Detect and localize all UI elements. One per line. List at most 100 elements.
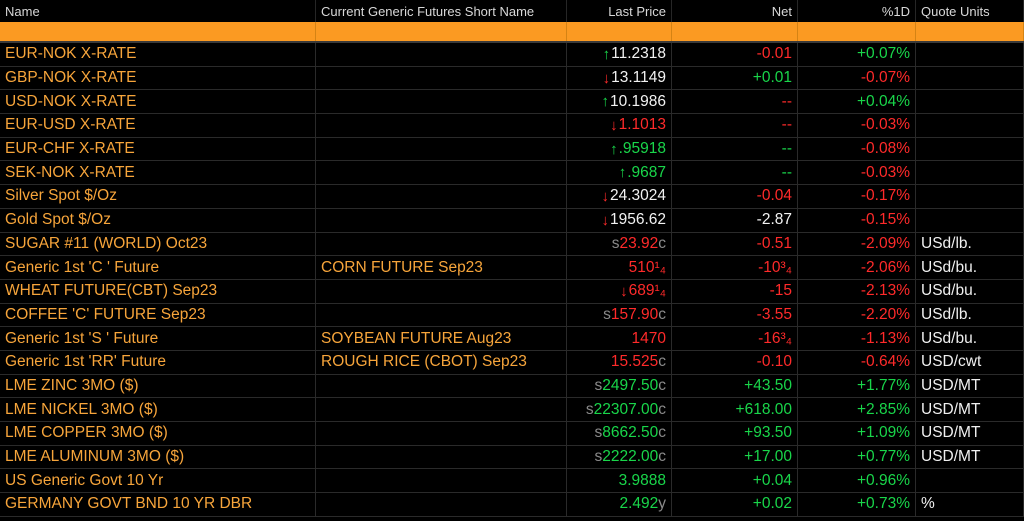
- security-name[interactable]: LME ZINC 3MO ($): [0, 374, 316, 398]
- pct-change-value: +2.85%: [798, 398, 916, 421]
- security-name[interactable]: EUR-NOK X-RATE: [0, 43, 316, 66]
- quote-units-value: USD/MT: [916, 398, 1024, 421]
- column-header-last-price[interactable]: Last Price: [567, 0, 672, 22]
- table-row[interactable]: SEK-NOK X-RATE ↑ .9687 -- -0.03%: [0, 161, 1024, 186]
- security-name[interactable]: USD-NOK X-RATE: [0, 90, 316, 114]
- filter-cell-last-price[interactable]: [567, 22, 672, 41]
- security-name[interactable]: Generic 1st 'RR' Future: [0, 350, 316, 374]
- security-name[interactable]: LME ALUMINUM 3MO ($): [0, 445, 316, 469]
- pct-change-value: +0.04%: [798, 90, 916, 114]
- net-change-value: +93.50: [672, 422, 798, 445]
- table-row[interactable]: Gold Spot $/Oz ↓ 1956.62 -2.87 -0.15%: [0, 208, 1024, 233]
- security-name[interactable]: Generic 1st 'C ' Future: [0, 256, 316, 279]
- futures-short-name: ROUGH RICE (CBOT) Sep23: [316, 350, 567, 374]
- last-price-cell: ↑ 11.2318: [567, 43, 672, 66]
- last-price-cell: ↑ .95918: [567, 137, 672, 161]
- security-name[interactable]: SEK-NOK X-RATE: [0, 161, 316, 185]
- last-price-cell: ↓ 689¹₄: [567, 279, 672, 303]
- price-source-prefix: s: [594, 448, 603, 466]
- table-row[interactable]: Generic 1st 'RR' Future ROUGH RICE (CBOT)…: [0, 350, 1024, 375]
- table-row[interactable]: EUR-CHF X-RATE ↑ .95918 -- -0.08%: [0, 137, 1024, 162]
- pct-change-value: -0.15%: [798, 208, 916, 232]
- table-row[interactable]: USD-NOK X-RATE ↑ 10.1986 -- +0.04%: [0, 90, 1024, 115]
- last-price-cell: 2.492 y: [567, 493, 672, 516]
- futures-short-name: [316, 445, 567, 469]
- table-row[interactable]: SUGAR #11 (WORLD) Oct23 s 23.92 c -0.51 -2.09…: [0, 232, 1024, 257]
- column-header-net[interactable]: Net: [672, 0, 798, 22]
- down-arrow-icon: ↓: [601, 211, 609, 229]
- last-price-value: 1.1013: [618, 116, 666, 134]
- last-price-value: .95918: [618, 140, 666, 158]
- net-change-value: +618.00: [672, 398, 798, 421]
- security-name[interactable]: US Generic Govt 10 Yr: [0, 469, 316, 493]
- table-row[interactable]: Generic 1st 'C ' Future CORN FUTURE Sep23…: [0, 256, 1024, 280]
- table-row[interactable]: GBP-NOK X-RATE ↓ 13.1149 +0.01 -0.07%: [0, 66, 1024, 91]
- security-name[interactable]: Silver Spot $/Oz: [0, 185, 316, 208]
- security-name[interactable]: SUGAR #11 (WORLD) Oct23: [0, 232, 316, 256]
- security-name[interactable]: GERMANY GOVT BND 10 YR DBR: [0, 493, 316, 516]
- column-header-short-name[interactable]: Current Generic Futures Short Name: [316, 0, 567, 22]
- up-arrow-icon: ↑: [610, 140, 618, 158]
- security-name[interactable]: Generic 1st 'S ' Future: [0, 327, 316, 350]
- security-name[interactable]: WHEAT FUTURE(CBT) Sep23: [0, 279, 316, 303]
- table-row[interactable]: LME ALUMINUM 3MO ($) s 2222.00 c +17.00 +0.77…: [0, 445, 1024, 470]
- filter-cell-pct-1d[interactable]: [798, 22, 916, 41]
- table-row[interactable]: LME NICKEL 3MO ($) s 22307.00 c +618.00 +2.85…: [0, 398, 1024, 422]
- column-header-quote-units[interactable]: Quote Units: [916, 0, 1024, 22]
- filter-cell-name[interactable]: [0, 22, 316, 41]
- last-price-value: 157.90: [610, 305, 659, 323]
- last-price-value: .9687: [627, 163, 666, 181]
- security-name[interactable]: GBP-NOK X-RATE: [0, 66, 316, 90]
- filter-cell-short-name[interactable]: [316, 22, 567, 41]
- price-source-prefix: s: [611, 234, 620, 252]
- last-price-cell: s 8662.50 c: [567, 422, 672, 445]
- security-name[interactable]: LME NICKEL 3MO ($): [0, 398, 316, 421]
- last-price-cell: s 23.92 c: [567, 232, 672, 256]
- table-row[interactable]: Silver Spot $/Oz ↓ 24.3024 -0.04 -0.17%: [0, 185, 1024, 209]
- filter-cell-quote-units[interactable]: [916, 22, 1024, 41]
- last-price-value: 15.525: [610, 353, 659, 371]
- table-row[interactable]: US Generic Govt 10 Yr 3.9888 +0.04 +0.96%: [0, 469, 1024, 494]
- net-change-value: +0.01: [672, 66, 798, 90]
- table-row[interactable]: Generic 1st 'S ' Future SOYBEAN FUTURE Au…: [0, 327, 1024, 351]
- last-price-value: 24.3024: [609, 187, 666, 205]
- table-body: EUR-NOK X-RATE ↑ 11.2318 -0.01 +0.07% GBP-NOK…: [0, 43, 1024, 517]
- table-row[interactable]: LME ZINC 3MO ($) s 2497.50 c +43.50 +1.77% USD…: [0, 374, 1024, 399]
- net-change-value: +0.04: [672, 469, 798, 493]
- pct-change-value: -2.13%: [798, 279, 916, 303]
- table-row[interactable]: EUR-NOK X-RATE ↑ 11.2318 -0.01 +0.07%: [0, 43, 1024, 67]
- last-price-cell: 3.9888: [567, 469, 672, 493]
- futures-short-name: [316, 232, 567, 256]
- net-change-value: -0.10: [672, 350, 798, 374]
- table-row[interactable]: LME COPPER 3MO ($) s 8662.50 c +93.50 +1.09% U…: [0, 422, 1024, 446]
- price-status-suffix: c: [658, 448, 666, 466]
- filter-cell-net[interactable]: [672, 22, 798, 41]
- quote-units-value: USd/bu.: [916, 327, 1024, 350]
- security-name[interactable]: Gold Spot $/Oz: [0, 208, 316, 232]
- table-row[interactable]: COFFEE 'C' FUTURE Sep23 s 157.90 c -3.55 -2.2…: [0, 303, 1024, 328]
- last-price-value: 2.492: [619, 495, 659, 513]
- security-name[interactable]: COFFEE 'C' FUTURE Sep23: [0, 303, 316, 327]
- security-name[interactable]: EUR-CHF X-RATE: [0, 137, 316, 161]
- down-arrow-icon: ↓: [601, 187, 609, 205]
- filter-bar[interactable]: [0, 22, 1024, 43]
- pct-change-value: +0.96%: [798, 469, 916, 493]
- column-header-pct-1d[interactable]: %1D: [798, 0, 916, 22]
- column-header-name[interactable]: Name: [0, 0, 316, 22]
- futures-short-name: [316, 208, 567, 232]
- table-row[interactable]: GERMANY GOVT BND 10 YR DBR 2.492 y +0.02 +0.…: [0, 493, 1024, 517]
- last-price-cell: ↑ 10.1986: [567, 90, 672, 114]
- table-row[interactable]: WHEAT FUTURE(CBT) Sep23 ↓ 689¹₄ -15 -2.13% US…: [0, 279, 1024, 304]
- security-name[interactable]: LME COPPER 3MO ($): [0, 422, 316, 445]
- price-source-prefix: s: [594, 424, 603, 442]
- pct-change-value: -0.17%: [798, 185, 916, 208]
- security-name[interactable]: EUR-USD X-RATE: [0, 114, 316, 137]
- last-price-cell: 510¹₄: [567, 256, 672, 279]
- net-change-value: -16³₄: [672, 327, 798, 350]
- net-change-value: -15: [672, 279, 798, 303]
- table-row[interactable]: EUR-USD X-RATE ↓ 1.1013 -- -0.03%: [0, 114, 1024, 138]
- futures-short-name: [316, 161, 567, 185]
- last-price-value: 2222.00: [602, 448, 659, 466]
- quote-units-value: USd/bu.: [916, 256, 1024, 279]
